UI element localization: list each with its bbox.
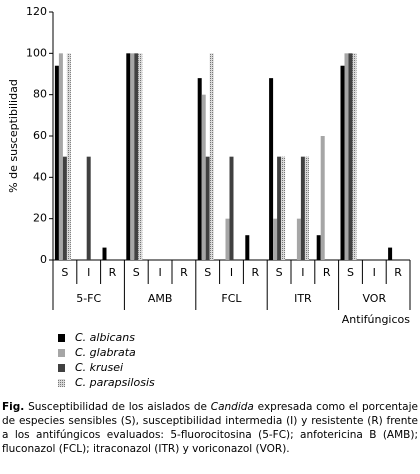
- bar: [245, 235, 250, 260]
- x-tick-label: R: [251, 266, 259, 279]
- legend-swatch: [58, 379, 65, 387]
- x-tick-label: R: [394, 266, 402, 279]
- x-axis-label: Antifúngicos: [342, 313, 410, 326]
- bar: [300, 156, 305, 260]
- x-tick-label: I: [301, 266, 304, 279]
- x-tick-label: I: [373, 266, 376, 279]
- bar: [340, 65, 345, 260]
- bar: [54, 65, 59, 260]
- bar: [209, 53, 214, 261]
- bar: [126, 53, 131, 261]
- bar: [352, 53, 357, 261]
- x-tick-label: R: [109, 266, 117, 279]
- bar: [130, 53, 135, 261]
- group-label: FCL: [221, 292, 242, 305]
- bar: [229, 156, 234, 260]
- legend-label: C. krusei: [75, 361, 123, 374]
- x-tick-label: S: [347, 266, 354, 279]
- bar: [388, 247, 393, 260]
- bar: [102, 247, 107, 260]
- y-tick-label: 60: [33, 129, 47, 142]
- x-tick-label: S: [61, 266, 68, 279]
- caption: Fig. Susceptibilidad de los aislados de …: [2, 400, 418, 456]
- bar: [134, 53, 139, 261]
- y-tick-label: 100: [26, 46, 47, 59]
- group-label: VOR: [362, 292, 386, 305]
- x-tick-label: I: [230, 266, 233, 279]
- x-tick-label: S: [204, 266, 211, 279]
- bar: [62, 156, 67, 260]
- bar: [320, 136, 325, 260]
- caption-text: Susceptibilidad de los aislados de: [24, 401, 211, 413]
- y-tick-label: 80: [33, 88, 47, 101]
- x-tick-label: R: [323, 266, 331, 279]
- y-tick-label: 20: [33, 212, 47, 225]
- y-tick-label: 120: [26, 5, 47, 18]
- bar: [269, 78, 274, 260]
- bar: [58, 53, 63, 261]
- bar: [138, 53, 143, 261]
- x-tick-label: S: [276, 266, 283, 279]
- legend-swatch: [58, 349, 65, 357]
- y-tick-label: 0: [40, 253, 47, 266]
- caption-label: Fig.: [2, 401, 25, 413]
- bar: [201, 94, 206, 261]
- bar: [66, 53, 71, 261]
- legend-label: C. albicans: [75, 331, 135, 344]
- caption-text: expresada como el porcentaje de especies…: [2, 401, 418, 455]
- bar: [304, 156, 309, 260]
- group-label: ITR: [294, 292, 312, 305]
- chart: % de susceptibilidad Antifúngicos 0 20 40 6…: [7, 5, 411, 389]
- bar: [205, 156, 210, 260]
- bar: [316, 235, 321, 260]
- bar: [225, 218, 230, 260]
- legend-swatch: [58, 334, 65, 342]
- group-label: 5-FC: [76, 292, 101, 305]
- bar: [277, 156, 282, 260]
- y-tick-label: 40: [33, 170, 47, 183]
- x-tick-label: I: [158, 266, 161, 279]
- legend-label: C. parapsilosis: [75, 376, 155, 389]
- y-axis-label: % de susceptibilidad: [7, 79, 20, 193]
- legend-label: C. glabrata: [75, 346, 136, 359]
- group-label: AMB: [148, 292, 173, 305]
- bar: [273, 218, 278, 260]
- bar: [344, 53, 349, 261]
- x-tick-label: R: [180, 266, 188, 279]
- x-tick-label: I: [87, 266, 90, 279]
- bar: [86, 156, 91, 260]
- x-tick-label: S: [133, 266, 140, 279]
- bar: [296, 218, 301, 260]
- caption-genus: Candida: [210, 401, 254, 413]
- legend-swatch: [58, 364, 65, 372]
- bar: [197, 78, 202, 260]
- bar: [281, 156, 286, 260]
- bar: [348, 53, 353, 261]
